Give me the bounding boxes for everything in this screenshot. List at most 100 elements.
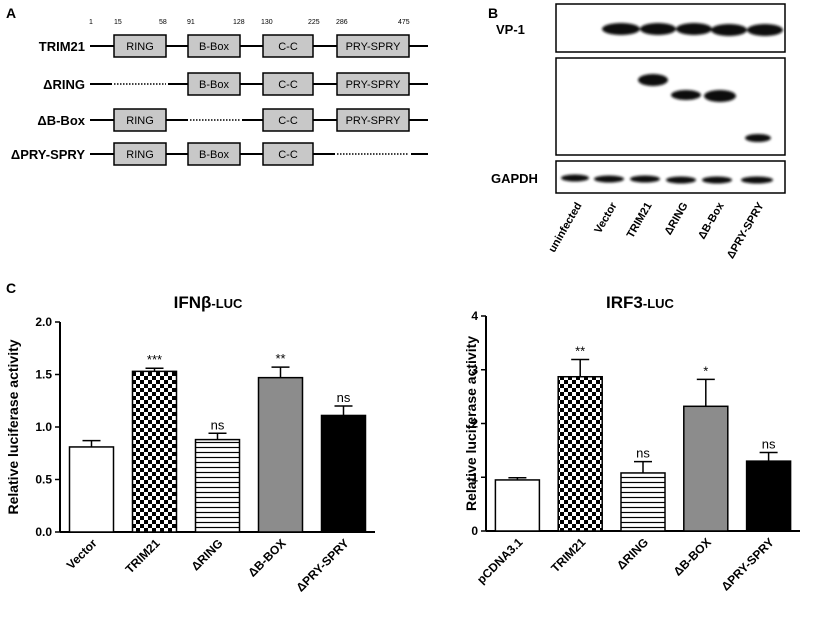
domain-bbox: B-Box (187, 72, 241, 96)
x-tick-label: pCDNA3.1 (474, 535, 526, 587)
blot-band (671, 90, 701, 100)
domain-ring: RING (113, 34, 167, 58)
domain-pryspry: PRY-SPRY (336, 72, 410, 96)
blot-band (640, 23, 676, 35)
bar-0 (68, 446, 115, 533)
construct-name: ΔB-Box (37, 113, 85, 128)
x-tick-label: ΔPRY-SPRY (293, 536, 351, 594)
blot-band (711, 24, 747, 36)
ifnb-chart: IFNβ-LUC Relative luciferase activity 0.0 0… (5, 293, 375, 595)
bar-3 (683, 405, 729, 532)
blot-row-label-vp1: VP-1 (496, 22, 525, 37)
domain-label: RING (126, 149, 154, 161)
irf3-chart: IRF3-LUC Relative luciferase activity 0 1 2 3… (463, 293, 800, 594)
significance-label: ** (575, 344, 585, 359)
lane-label: TRIM21 (625, 201, 655, 241)
blot-band (747, 24, 783, 36)
domain-label: C-C (278, 79, 298, 91)
domain-label: C-C (278, 41, 298, 53)
lane-label: ΔRING (663, 201, 691, 238)
y-tick-label: 0.0 (35, 525, 52, 539)
y-tick-label: 1.5 (35, 368, 52, 382)
chart-title-main: IFNβ (174, 293, 212, 312)
y-tick-label: 0.5 (35, 473, 52, 487)
y-tick-label: 1.0 (35, 420, 52, 434)
domain-pryspry: PRY-SPRY (336, 34, 410, 58)
blot-band (676, 23, 712, 35)
domain-ring: RING (113, 142, 167, 166)
lane-label: uninfected (546, 201, 584, 255)
y-tick-label: 3 (471, 363, 478, 377)
domain-label: C-C (278, 149, 298, 161)
construct-row-trim21: TRIM21 RING B-Box C-C PRY-SPRY (39, 34, 428, 58)
domain-label: PRY-SPRY (346, 79, 401, 91)
blot-band (594, 175, 624, 183)
blot-band (630, 175, 660, 183)
blot-band (704, 90, 736, 102)
bar-0 (494, 479, 541, 532)
domain-label: C-C (278, 115, 298, 127)
lane-label: ΔPRY-SPRY (725, 200, 767, 261)
construct-name: TRIM21 (39, 39, 85, 54)
blot-band (666, 176, 696, 184)
bar-1 (557, 375, 603, 532)
domain-label: RING (126, 115, 154, 127)
bar-2 (620, 472, 666, 532)
x-tick-label: Vector (64, 536, 100, 572)
position-label: 15 (114, 19, 122, 26)
y-tick-label: 0 (471, 524, 478, 538)
construct-row-dring: ΔRING B-Box C-C PRY-SPRY (43, 72, 428, 96)
blot-band (561, 174, 589, 182)
blot-lane-labels: uninfected Vector TRIM21 ΔRING ΔB-Box ΔP… (546, 200, 767, 261)
bar-4 (320, 414, 367, 533)
domain-cc: C-C (262, 34, 314, 58)
vp1-bands (602, 23, 783, 36)
gapdh-bands (561, 174, 773, 184)
trim21-bands (638, 74, 771, 142)
x-tick-label: ΔPRY-SPRY (718, 535, 776, 593)
domain-label: PRY-SPRY (346, 115, 401, 127)
chart-title-main: IRF3 (606, 293, 643, 312)
blot-band (741, 176, 773, 184)
x-tick-label: ΔB-BOX (671, 535, 714, 578)
blot-box-gapdh (555, 160, 786, 194)
domain-cc: C-C (262, 142, 314, 166)
y-tick-label: 2.0 (35, 315, 52, 329)
construct-name: ΔPRY-SPRY (11, 147, 85, 162)
blot-band (602, 23, 640, 35)
panel-label-a: A (6, 5, 16, 21)
y-tick-label: 1 (471, 470, 478, 484)
domain-label: RING (126, 41, 154, 53)
domain-cc: C-C (262, 72, 314, 96)
panel-label-b: B (488, 5, 498, 21)
position-label: 58 (159, 19, 167, 26)
construct-row-dbbox: ΔB-Box RING C-C PRY-SPRY (37, 108, 428, 132)
x-tick-label: TRIM21 (548, 535, 588, 575)
position-labels: 1 15 58 91 128 130 225 286 475 (89, 19, 410, 26)
chart-title-suffix: -LUC (211, 296, 243, 311)
significance-label: *** (147, 352, 162, 367)
blot-band (745, 134, 771, 142)
x-tick-label: TRIM21 (123, 536, 163, 576)
construct-row-dpryspry: ΔPRY-SPRY RING B-Box C-C (11, 142, 428, 166)
panel-label-c: C (6, 280, 16, 296)
y-axis-label: Relative luciferase activity (5, 339, 21, 514)
position-label: 225 (308, 19, 320, 26)
significance-label: ns (636, 446, 650, 461)
bar-4 (745, 460, 792, 532)
x-tick-label: ΔRING (614, 535, 651, 572)
y-tick-label: 4 (471, 309, 478, 323)
blot-band (702, 176, 732, 184)
domain-label: B-Box (199, 79, 229, 91)
position-label: 475 (398, 19, 410, 26)
x-tick-label: ΔB-BOX (245, 536, 288, 579)
chart-title: IRF3-LUC (606, 293, 675, 312)
position-label: 128 (233, 19, 245, 26)
significance-label: ** (275, 351, 285, 366)
domain-label: B-Box (199, 149, 229, 161)
position-label: 130 (261, 19, 273, 26)
domain-cc: C-C (262, 108, 314, 132)
y-axis-label: Relative luciferase activity (463, 336, 479, 511)
significance-label: * (703, 363, 708, 378)
